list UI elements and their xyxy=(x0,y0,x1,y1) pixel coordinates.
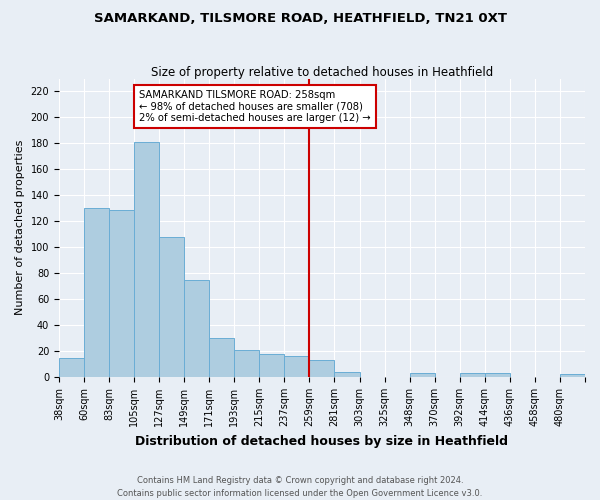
Title: Size of property relative to detached houses in Heathfield: Size of property relative to detached ho… xyxy=(151,66,493,78)
Bar xyxy=(460,373,485,377)
Text: Contains HM Land Registry data © Crown copyright and database right 2024.
Contai: Contains HM Land Registry data © Crown c… xyxy=(118,476,482,498)
Bar xyxy=(159,237,184,377)
Bar xyxy=(560,374,585,377)
Bar xyxy=(310,360,334,377)
Text: SAMARKAND TILSMORE ROAD: 258sqm
← 98% of detached houses are smaller (708)
2% of: SAMARKAND TILSMORE ROAD: 258sqm ← 98% of… xyxy=(139,90,371,124)
Bar xyxy=(259,354,284,377)
Bar xyxy=(109,210,134,377)
Bar xyxy=(485,373,510,377)
X-axis label: Distribution of detached houses by size in Heathfield: Distribution of detached houses by size … xyxy=(136,434,508,448)
Bar xyxy=(334,372,359,377)
Bar xyxy=(284,356,310,377)
Bar xyxy=(59,358,84,377)
Bar xyxy=(184,280,209,377)
Bar xyxy=(410,373,434,377)
Text: SAMARKAND, TILSMORE ROAD, HEATHFIELD, TN21 0XT: SAMARKAND, TILSMORE ROAD, HEATHFIELD, TN… xyxy=(94,12,506,26)
Y-axis label: Number of detached properties: Number of detached properties xyxy=(15,140,25,316)
Bar xyxy=(84,208,109,377)
Bar xyxy=(209,338,234,377)
Bar xyxy=(234,350,259,377)
Bar xyxy=(134,142,159,377)
